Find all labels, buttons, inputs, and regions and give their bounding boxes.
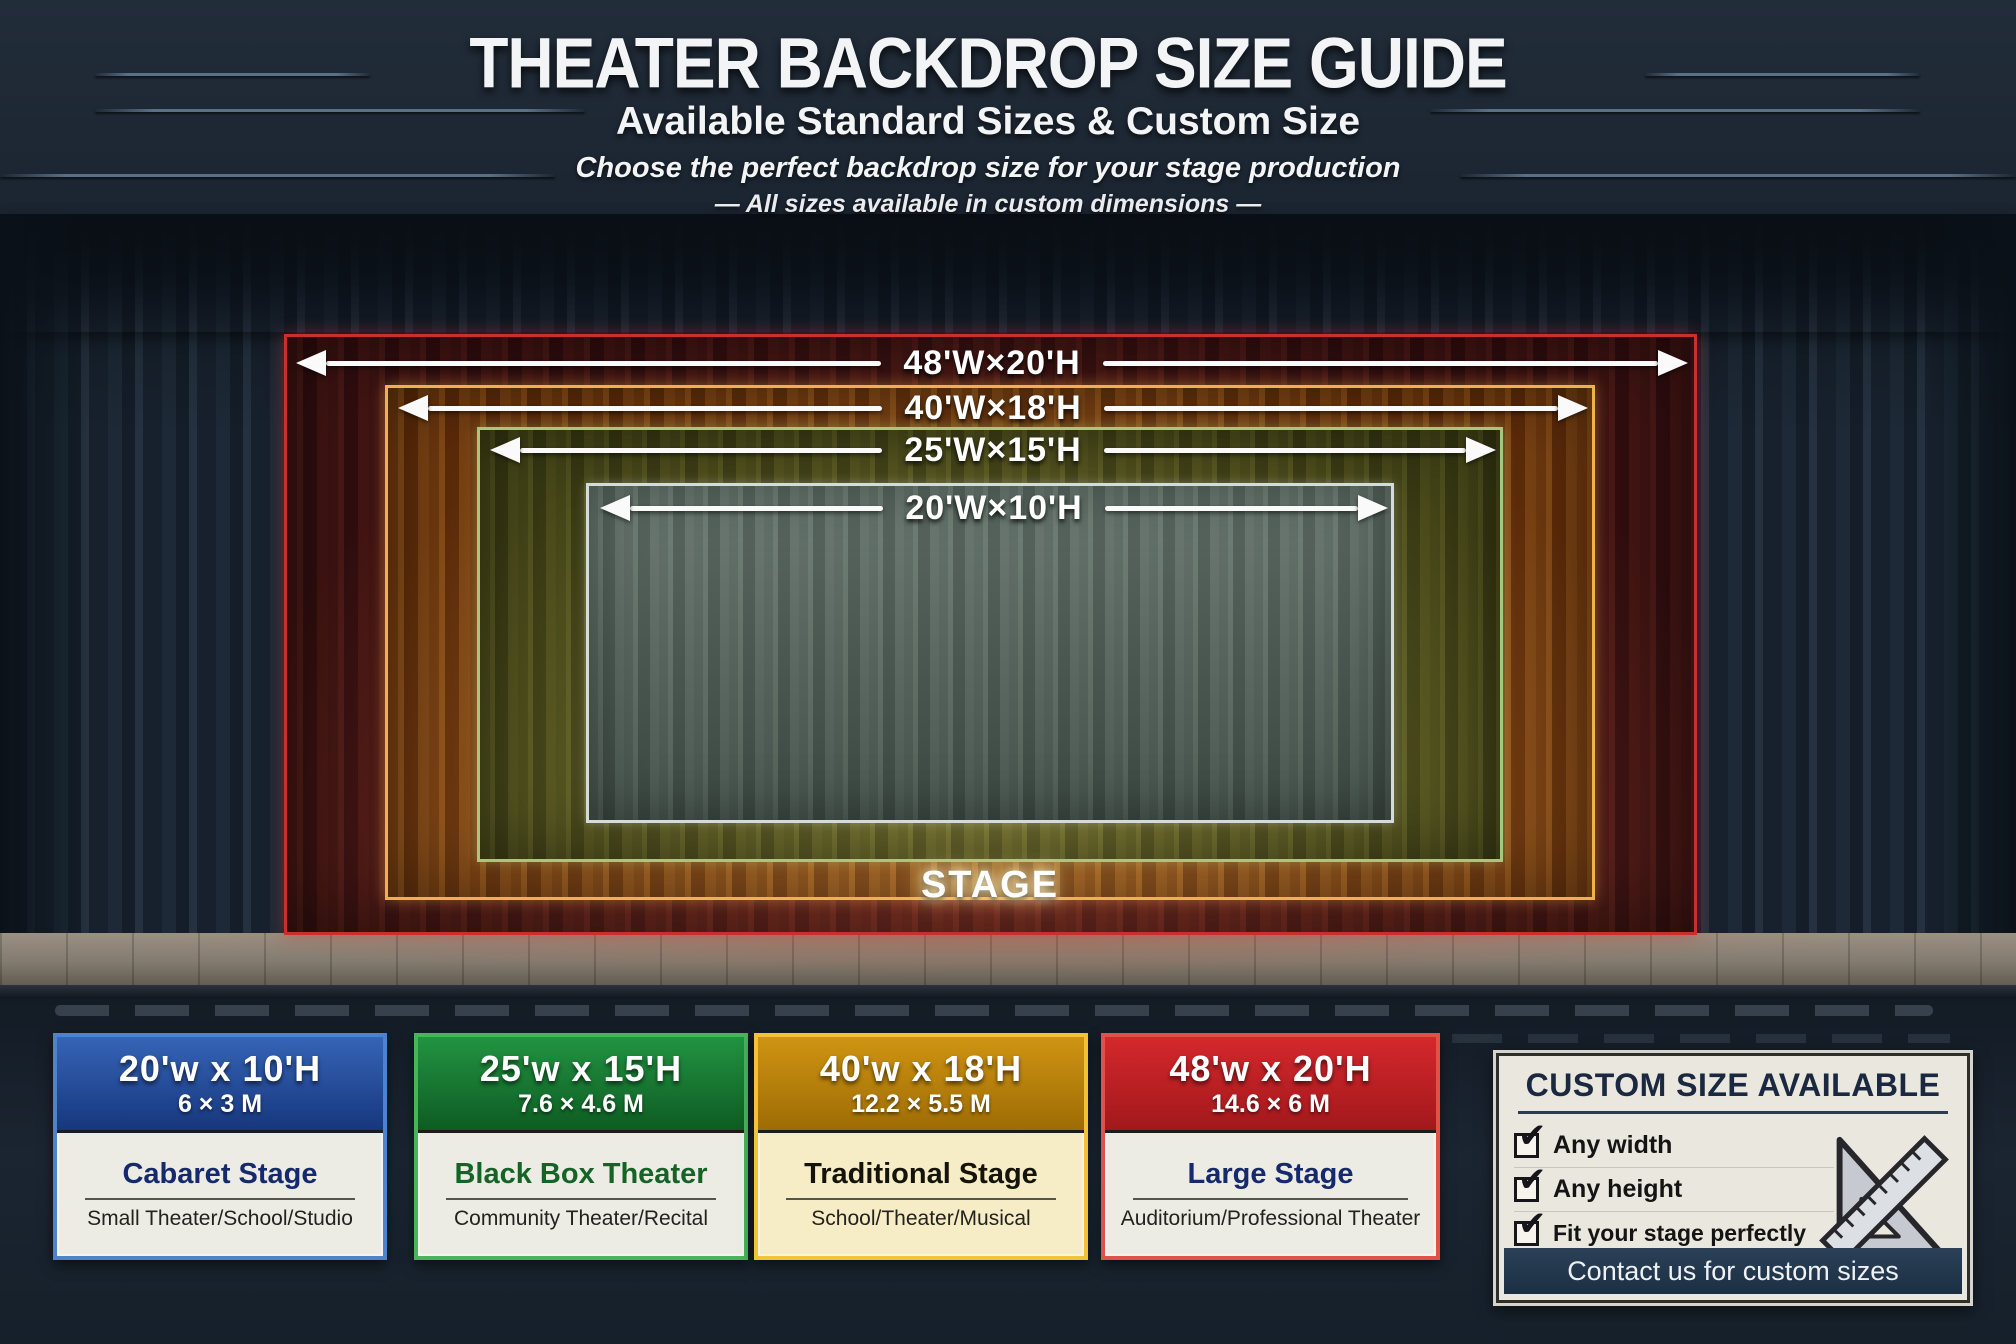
card-divider: [1133, 1198, 1408, 1200]
backdrop-20x10-outline: [586, 483, 1394, 823]
checkbox-icon: ✔: [1514, 1163, 1547, 1202]
arrowhead-right-icon: [1358, 495, 1388, 521]
left-curtain-shadow: [0, 214, 90, 988]
feature-label: Any width: [1553, 1131, 1673, 1159]
card-use: Small Theater/School/Studio: [87, 1207, 353, 1230]
pinstripe-line: [0, 174, 555, 177]
ruler-square-icon: [1819, 1135, 1949, 1265]
dimension-row-48x20: 48'W×20'H: [296, 343, 1688, 383]
card-size-label: 40'w x 18'H: [819, 1048, 1023, 1089]
page-title: THEATER BACKDROP SIZE GUIDE: [469, 22, 1507, 104]
orchestra-vent-row: [55, 1005, 1933, 1016]
pinstripe-line: [1460, 174, 2016, 177]
card-metric-label: 6 × 3 M: [177, 1090, 263, 1118]
card-body: Traditional Stage School/Theater/Musical: [758, 1133, 1084, 1256]
page-tagline: Choose the perfect backdrop size for you…: [575, 152, 1401, 184]
right-curtain-shadow: [1926, 214, 2016, 988]
pinstripe-line: [1645, 73, 1920, 76]
card-header: 20'w x 10'H 6 × 3 M: [57, 1037, 383, 1133]
card-header: 25'w x 15'H 7.6 × 4.6 M: [418, 1037, 744, 1133]
arrowhead-left-icon: [398, 395, 428, 421]
card-header: 48'w x 20'H 14.6 × 6 M: [1105, 1037, 1436, 1133]
custom-size-card: CUSTOM SIZE AVAILABLE ✔ Any width ✔ Any …: [1493, 1050, 1973, 1306]
arrowhead-left-icon: [296, 350, 326, 376]
card-body: Cabaret Stage Small Theater/School/Studi…: [57, 1133, 383, 1256]
dimension-line: [1103, 405, 1558, 411]
stage-floor: [0, 933, 2016, 985]
size-card-traditional-stage: 40'w x 18'H 12.2 × 5.5 M Traditional Sta…: [754, 1033, 1088, 1260]
dimension-line: [1103, 447, 1466, 453]
dimension-label-48x20: 48'W×20'H: [903, 343, 1081, 382]
feature-row-any-height: ✔ Any height: [1514, 1163, 1834, 1212]
custom-footer-bar: Contact us for custom sizes: [1504, 1248, 1962, 1294]
card-size-label: 25'w x 15'H: [479, 1048, 683, 1089]
card-name: Cabaret Stage: [122, 1158, 318, 1190]
dimension-label-40x18: 40'W×18'H: [904, 388, 1082, 427]
card-size-label: 48'w x 20'H: [1169, 1048, 1372, 1089]
feature-label: Any height: [1553, 1175, 1683, 1203]
pinstripe-line: [95, 109, 585, 112]
card-divider: [445, 1198, 717, 1200]
dimension-row-40x18: 40'W×18'H: [398, 388, 1588, 428]
orchestra-vent-row-right: [1452, 1034, 1950, 1043]
dimension-line: [428, 405, 883, 411]
stage-label: STAGE: [920, 864, 1060, 906]
card-divider: [785, 1198, 1057, 1200]
dimension-line: [630, 505, 884, 511]
size-card-cabaret-stage: 20'w x 10'H 6 × 3 M Cabaret Stage Small …: [53, 1033, 387, 1260]
dimension-line: [520, 447, 883, 453]
custom-card-title: CUSTOM SIZE AVAILABLE: [1525, 1067, 1941, 1103]
dimension-line: [1104, 505, 1358, 511]
stage-floor-edge: [0, 985, 2016, 999]
dimension-label-25x15: 25'W×15'H: [904, 430, 1082, 469]
stage-valance-shadow: [0, 214, 2016, 332]
feature-row-fit-stage: ✔ Fit your stage perfectly: [1514, 1207, 1834, 1256]
pinstripe-line: [1430, 109, 1920, 112]
arrowhead-right-icon: [1658, 350, 1688, 376]
arrowhead-left-icon: [600, 495, 630, 521]
checkbox-icon: ✔: [1514, 1207, 1547, 1246]
card-metric-label: 7.6 × 4.6 M: [518, 1090, 644, 1118]
dimension-row-25x15: 25'W×15'H: [490, 430, 1496, 470]
dimension-line: [1102, 360, 1658, 366]
card-body: Black Box Theater Community Theater/Reci…: [418, 1133, 744, 1256]
custom-title-underline: [1518, 1111, 1948, 1114]
card-metric-label: 14.6 × 6 M: [1211, 1090, 1330, 1118]
card-metric-label: 12.2 × 5.5 M: [851, 1090, 991, 1118]
pinstripe-line: [95, 73, 370, 76]
card-body: Large Stage Auditorium/Professional Thea…: [1105, 1133, 1436, 1256]
size-card-black-box-theater: 25'w x 15'H 7.6 × 4.6 M Black Box Theate…: [414, 1033, 748, 1260]
arrowhead-right-icon: [1466, 437, 1496, 463]
card-name: Large Stage: [1187, 1158, 1354, 1190]
card-size-label: 20'w x 10'H: [118, 1048, 322, 1089]
page-subtitle: Available Standard Sizes & Custom Size: [615, 100, 1361, 143]
check-icon: ✔: [1518, 1205, 1547, 1243]
card-use: Community Theater/Recital: [453, 1207, 709, 1230]
check-icon: ✔: [1518, 1161, 1547, 1199]
dimension-label-20x10: 20'W×10'H: [905, 488, 1083, 527]
arrowhead-left-icon: [490, 437, 520, 463]
feature-row-any-width: ✔ Any width: [1514, 1119, 1834, 1168]
arrowhead-right-icon: [1558, 395, 1588, 421]
card-divider: [84, 1198, 356, 1200]
feature-label: Fit your stage perfectly: [1553, 1220, 1807, 1246]
dimension-line: [326, 360, 882, 366]
checkbox-icon: ✔: [1514, 1119, 1547, 1158]
size-card-large-stage: 48'w x 20'H 14.6 × 6 M Large Stage Audit…: [1101, 1033, 1440, 1260]
card-name: Traditional Stage: [804, 1158, 1038, 1190]
card-header: 40'w x 18'H 12.2 × 5.5 M: [758, 1037, 1084, 1133]
card-name: Black Box Theater: [454, 1158, 708, 1190]
custom-dimensions-note: — All sizes available in custom dimensio…: [714, 190, 1262, 218]
card-use: Auditorium/Professional Theater: [1120, 1207, 1421, 1230]
check-icon: ✔: [1518, 1117, 1547, 1155]
card-use: School/Theater/Musical: [811, 1207, 1031, 1230]
dimension-row-20x10: 20'W×10'H: [600, 488, 1388, 528]
